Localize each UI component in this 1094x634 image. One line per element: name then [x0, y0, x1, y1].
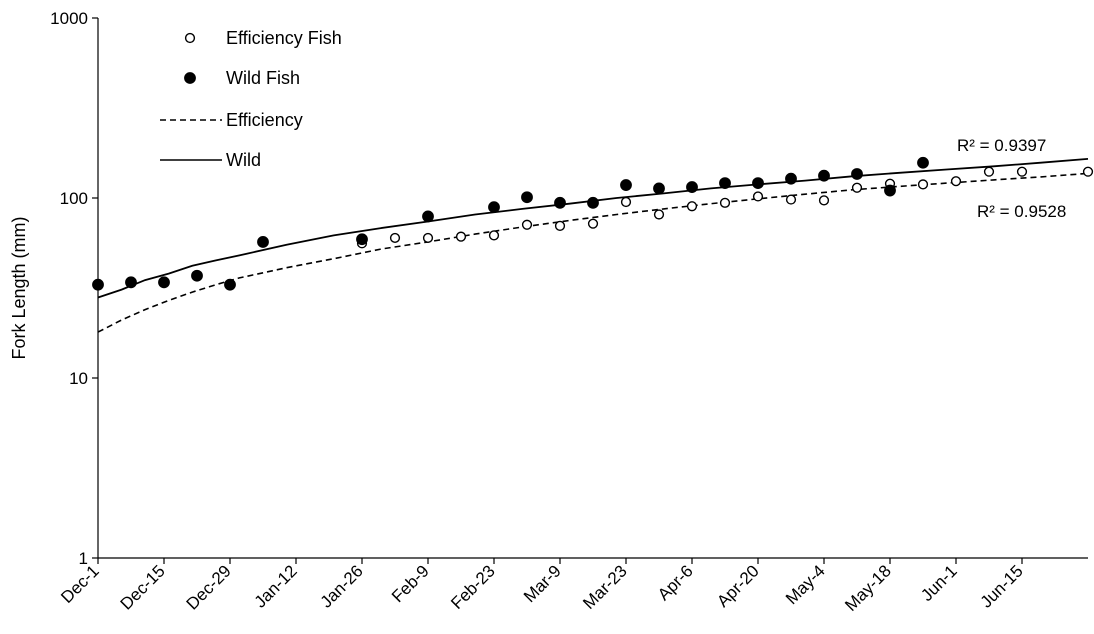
x-tick-label: Dec-29: [183, 561, 235, 613]
x-tick-label: Jan-12: [251, 561, 301, 611]
efficiency-fish-point: [1016, 166, 1028, 177]
wild-fish-point: [653, 182, 665, 195]
y-tick-label: 1: [79, 549, 88, 568]
legend-label: Efficiency: [226, 110, 303, 130]
y-tick-label: 100: [60, 189, 88, 208]
r2-efficiency-label: R² = 0.9528: [977, 202, 1066, 221]
efficiency-fish-point: [620, 196, 632, 208]
wild-fish-point: [818, 169, 830, 182]
wild-fish-point: [257, 236, 269, 248]
wild-fish-point: [785, 172, 797, 185]
x-tick-label: Dec-15: [117, 561, 169, 613]
series-wild-fish: [92, 156, 929, 291]
x-tick-label: Feb-23: [447, 561, 499, 613]
x-tick-label: Apr-6: [654, 561, 697, 604]
efficiency-fish-point: [917, 179, 929, 190]
efficiency-fish-point: [752, 191, 764, 202]
trend-line-wild: [97, 158, 1089, 299]
x-tick-label: Jun-15: [977, 561, 1027, 611]
efficiency-fish-point: [488, 230, 500, 241]
efficiency-fish-point: [422, 232, 434, 244]
legend-marker: [184, 32, 196, 44]
wild-fish-point: [719, 177, 731, 189]
x-tick-label: Dec-1: [57, 561, 103, 607]
wild-fish-point: [884, 184, 896, 197]
x-tick-label: Jun-1: [917, 561, 961, 605]
x-tick-label: Mar-9: [520, 561, 565, 606]
y-axis-title: Fork Length (mm): [9, 216, 29, 359]
wild-fish-point: [752, 177, 764, 189]
series-layer: [92, 156, 1094, 333]
x-tick-label: Apr-20: [713, 561, 763, 611]
efficiency-fish-point: [554, 220, 566, 231]
wild-fish-point: [587, 196, 599, 209]
wild-fish-point: [125, 276, 137, 289]
efficiency-fish-point: [818, 195, 830, 206]
efficiency-fish-point: [455, 231, 467, 242]
wild-fish-point: [917, 156, 929, 169]
wild-fish-point: [92, 278, 104, 291]
efficiency-fish-point: [389, 232, 401, 244]
legend-label: Wild: [226, 150, 261, 170]
wild-fish-point: [686, 181, 698, 193]
wild-fish-point: [158, 276, 170, 289]
y-tick-label: 10: [69, 369, 88, 388]
x-tick-label: Mar-23: [579, 561, 631, 613]
wild-fish-point: [356, 233, 368, 246]
trend-line-efficiency: [97, 172, 1089, 333]
wild-fish-point: [521, 191, 533, 204]
wild-fish-point: [224, 278, 236, 291]
wild-fish-point: [488, 201, 500, 214]
r2-wild-label: R² = 0.9397: [957, 136, 1046, 155]
efficiency-fish-point: [521, 219, 533, 230]
legend-label: Wild Fish: [226, 68, 300, 88]
legend-marker: [184, 72, 196, 84]
efficiency-fish-point: [587, 218, 599, 229]
efficiency-fish-point: [851, 182, 863, 193]
efficiency-fish-point: [983, 166, 995, 177]
wild-fish-point: [620, 179, 632, 191]
x-tick-label: Feb-9: [388, 561, 433, 606]
efficiency-fish-point: [1082, 166, 1094, 177]
x-tick-label: May-4: [782, 561, 829, 608]
wild-fish-point: [422, 210, 434, 223]
legend: Efficiency Fish Wild Fish Efficiency Wild: [160, 28, 342, 170]
efficiency-fish-point: [686, 201, 698, 212]
axes: 1 10 100 1000 Dec-1 Dec-15 Dec-29 Jan-12 Jan-26 F…: [50, 9, 1088, 615]
y-tick-label: 1000: [50, 9, 88, 28]
x-tick-label: May-18: [841, 561, 895, 615]
annotations: R² = 0.9397 R² = 0.9528: [957, 136, 1066, 221]
wild-fish-point: [851, 168, 863, 180]
efficiency-fish-point: [950, 176, 962, 187]
efficiency-fish-point: [785, 194, 797, 205]
x-tick-label: Jan-26: [317, 561, 367, 611]
efficiency-fish-point: [719, 197, 731, 208]
legend-label: Efficiency Fish: [226, 28, 342, 48]
wild-fish-point: [554, 196, 566, 209]
wild-fish-point: [191, 269, 203, 282]
efficiency-fish-point: [653, 209, 665, 220]
